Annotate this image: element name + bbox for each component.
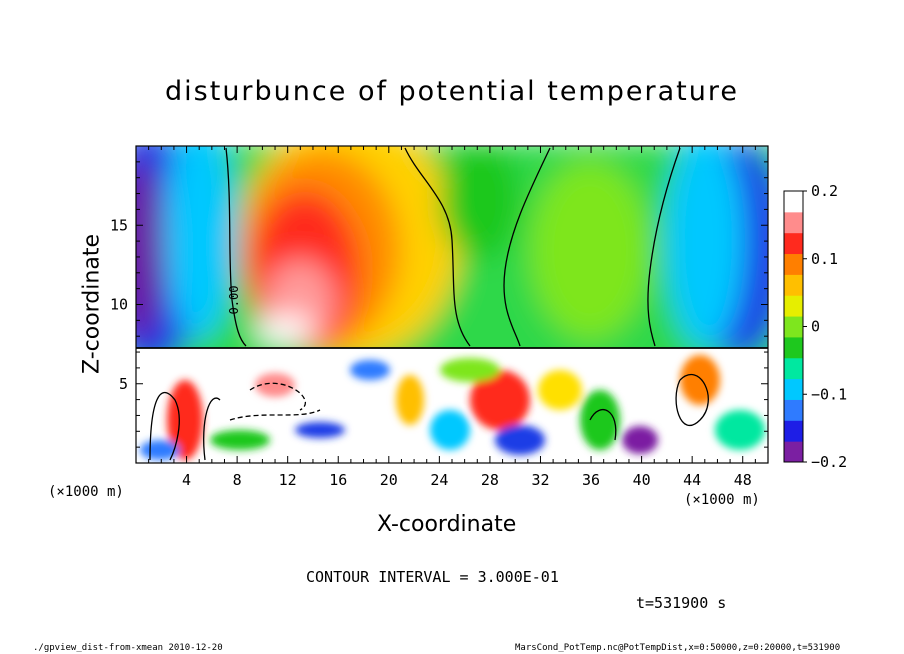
footer-left: ./gpview_dist-from-xmean 2010-12-20 [33,643,223,653]
colorbar-tick-labels: 0.2 0.1 0 −0.1 −0.2 [803,182,847,471]
y-tick-label: 15 [110,216,128,234]
colorbar-segment [784,336,803,359]
time-label: t=531900 s [636,594,727,612]
x-tick-label: 44 [683,471,701,489]
colorbar-segment [784,295,803,317]
y-tick-labels: 5 10 15 [110,216,128,393]
x-tick-marks [148,146,756,463]
x-tick-label: 24 [430,471,448,489]
colorbar-segment [784,316,803,338]
x-tick-label: 8 [233,471,242,489]
colorbar-segment [784,357,803,380]
x-tick-label: 40 [633,471,651,489]
x-unit-left: (×1000 m) [48,484,124,500]
colorbar-tick-label: 0.2 [811,182,838,200]
footer-right: MarsCond_PotTemp.nc@PotTempDist,x=0:5000… [515,643,841,653]
y-axis-label: Z-coordinate [79,234,105,374]
x-tick-label: 12 [279,471,297,489]
x-tick-label: 36 [582,471,600,489]
colorbar-segment [784,232,803,255]
y-tick-label: 5 [119,375,128,393]
colorbar-segment [784,420,803,442]
colorbar-segment [784,274,803,296]
contour-interval: CONTOUR INTERVAL = 3.000E-01 [306,568,559,586]
colorbar-tick-label: −0.2 [811,453,847,471]
x-tick-label: 4 [182,471,191,489]
colorbar-segment [784,253,803,275]
x-tick-labels: 4 8 12 16 20 24 28 32 36 40 44 48 [182,471,752,489]
colorbar-segment [784,378,803,400]
colorbar-segment [784,441,803,463]
colorbar-segment [784,191,803,213]
colorbar-tick-label: 0 [811,318,820,336]
x-axis-label: X-coordinate [377,512,517,537]
colorbar-segment [784,399,803,421]
x-tick-label: 16 [329,471,347,489]
x-tick-label: 28 [481,471,499,489]
contour-label: 0.00 [227,286,241,315]
x-tick-label: 48 [734,471,752,489]
x-tick-label: 20 [380,471,398,489]
y-tick-marks [136,161,768,448]
x-unit-right: (×1000 m) [684,492,760,508]
heatmap-field [136,146,768,463]
colorbar-tick-label: −0.1 [811,385,847,403]
chart-title: disturbunce of potential temperature [165,76,739,107]
colorbar-segment [784,211,803,234]
y-tick-label: 10 [110,296,128,314]
colorbar-tick-label: 0.1 [811,250,838,268]
colorbar [784,191,803,463]
x-tick-label: 32 [531,471,549,489]
